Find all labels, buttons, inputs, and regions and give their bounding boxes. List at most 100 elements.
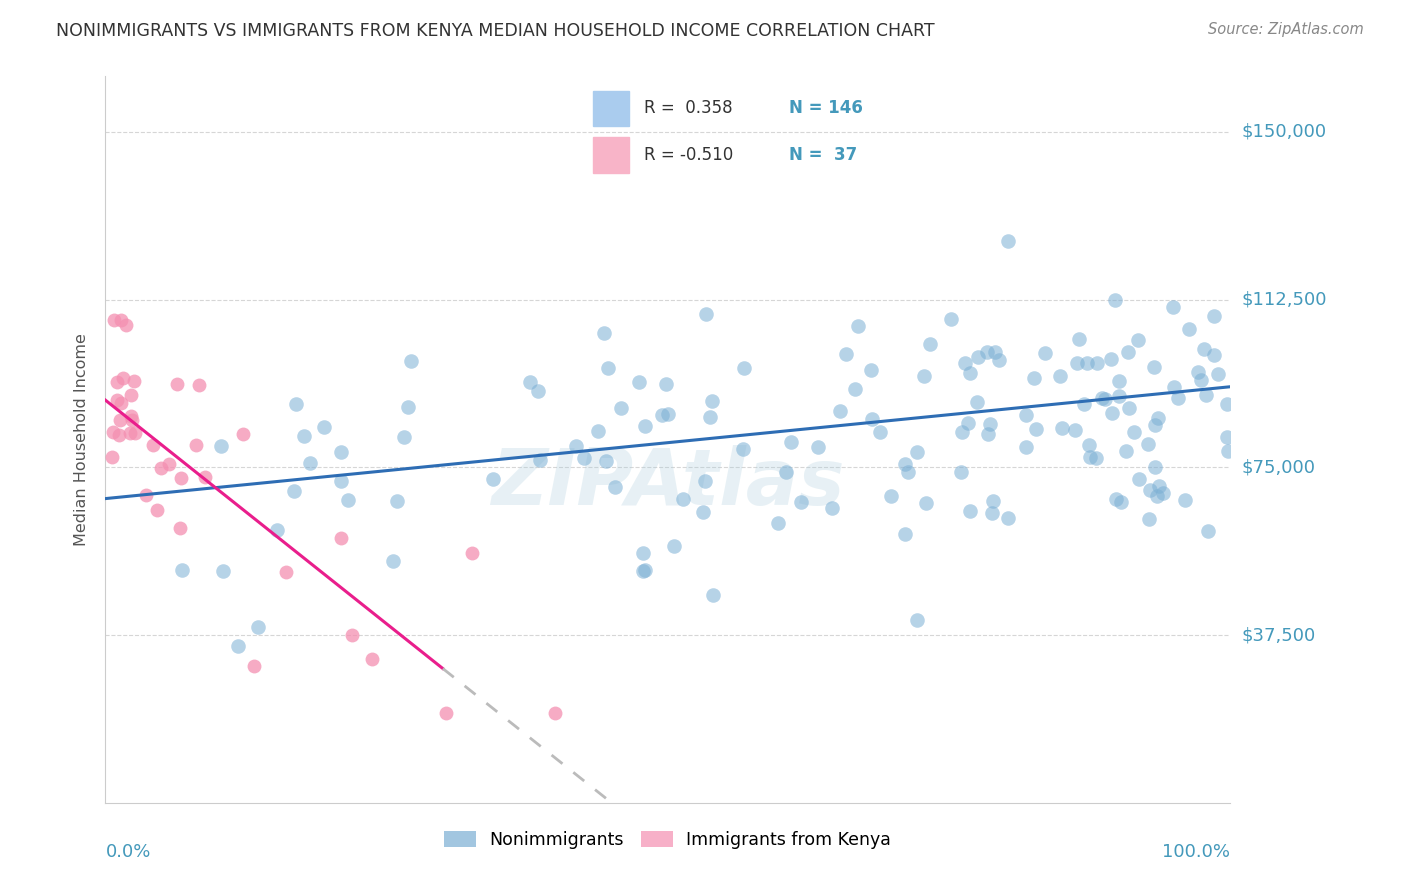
Point — [124, 425, 146, 440]
Point — [699, 409, 721, 424]
Point — [110, 396, 132, 410]
Point — [394, 430, 416, 444]
Point — [1094, 392, 1116, 407]
Point — [950, 425, 973, 439]
Point — [108, 427, 131, 442]
Point — [396, 401, 419, 415]
Point — [101, 425, 124, 439]
Point — [984, 344, 1007, 359]
Point — [1177, 322, 1199, 336]
Point — [979, 417, 1001, 431]
Point — [957, 416, 980, 430]
Point — [651, 409, 673, 423]
Point — [1139, 483, 1161, 497]
Point — [212, 564, 235, 578]
Point — [361, 652, 384, 666]
Point — [336, 492, 359, 507]
Point — [115, 318, 138, 332]
Point — [188, 378, 211, 392]
Point — [565, 439, 588, 453]
Point — [169, 521, 191, 535]
Point — [110, 312, 132, 326]
Point — [481, 472, 503, 486]
Point — [150, 461, 173, 475]
Text: R = -0.510: R = -0.510 — [644, 145, 733, 163]
Point — [598, 360, 620, 375]
Point — [1194, 343, 1216, 357]
Point — [340, 628, 363, 642]
Point — [1111, 495, 1133, 509]
Point — [955, 356, 977, 370]
Point — [695, 474, 717, 488]
Point — [657, 407, 679, 421]
Point — [1146, 489, 1168, 503]
Point — [1206, 367, 1229, 381]
Point — [959, 504, 981, 518]
Point — [1152, 486, 1174, 500]
Text: R =  0.358: R = 0.358 — [644, 100, 733, 118]
Point — [298, 456, 321, 470]
Point — [1202, 309, 1225, 323]
Point — [1174, 493, 1197, 508]
Point — [789, 495, 811, 509]
Point — [1033, 346, 1056, 360]
Point — [634, 563, 657, 577]
Text: Source: ZipAtlas.com: Source: ZipAtlas.com — [1208, 22, 1364, 37]
Point — [672, 491, 695, 506]
Point — [122, 374, 145, 388]
Point — [1104, 293, 1126, 307]
Point — [170, 471, 193, 485]
Text: $112,500: $112,500 — [1241, 291, 1327, 309]
Point — [1050, 421, 1073, 435]
Point — [1197, 524, 1219, 538]
Point — [1025, 422, 1047, 436]
Point — [700, 393, 723, 408]
Point — [1189, 373, 1212, 387]
Point — [146, 503, 169, 517]
Point — [835, 347, 858, 361]
Point — [1085, 451, 1108, 466]
Point — [997, 510, 1019, 524]
Point — [966, 350, 988, 364]
Bar — [592, 136, 628, 173]
Point — [920, 337, 942, 351]
Point — [142, 437, 165, 451]
Point — [1128, 472, 1150, 486]
Point — [170, 563, 193, 577]
Point — [461, 546, 484, 560]
Point — [232, 427, 254, 442]
Point — [120, 409, 142, 423]
Point — [846, 319, 869, 334]
Point — [1161, 300, 1184, 314]
Point — [166, 376, 188, 391]
Point — [912, 368, 935, 383]
Point — [1146, 411, 1168, 425]
Bar — [592, 91, 628, 127]
Point — [1126, 333, 1149, 347]
Point — [702, 589, 724, 603]
Text: $150,000: $150,000 — [1241, 123, 1326, 141]
Point — [976, 345, 998, 359]
Point — [859, 363, 882, 377]
Point — [966, 395, 988, 409]
Point — [997, 234, 1019, 248]
Point — [610, 401, 633, 415]
Text: N = 146: N = 146 — [789, 100, 863, 118]
Point — [1108, 389, 1130, 403]
Point — [950, 465, 973, 479]
Point — [593, 326, 616, 340]
Point — [1099, 352, 1122, 367]
Point — [731, 442, 754, 456]
Point — [897, 465, 920, 479]
Point — [381, 554, 404, 568]
Point — [103, 312, 125, 326]
Text: $37,500: $37,500 — [1241, 626, 1316, 644]
Point — [1137, 512, 1160, 526]
Point — [988, 353, 1011, 368]
Point — [1143, 360, 1166, 375]
Point — [266, 523, 288, 537]
Point — [692, 505, 714, 519]
Point — [312, 420, 335, 434]
Text: $75,000: $75,000 — [1241, 458, 1316, 476]
Point — [105, 375, 128, 389]
